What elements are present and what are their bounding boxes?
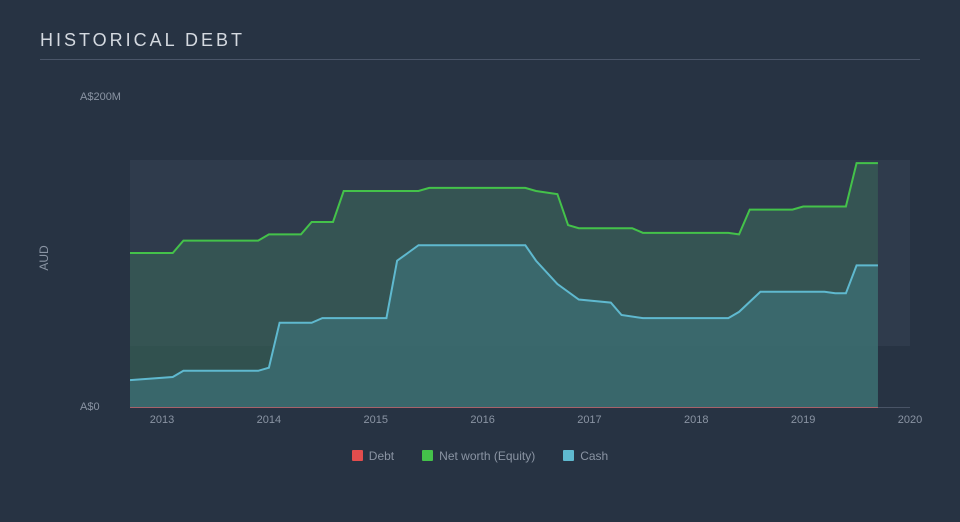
legend-label: Cash: [580, 449, 608, 463]
legend-item[interactable]: Cash: [563, 449, 608, 463]
x-tick-label: 2013: [150, 414, 174, 426]
plot-frame: AUD A$0A$200M 20132014201520162017201820…: [80, 78, 920, 438]
legend-swatch: [563, 450, 574, 461]
historical-debt-chart: HISTORICAL DEBT AUD A$0 A$200M 2013 2014 20…: [0, 0, 960, 522]
chart-title: HISTORICAL DEBT: [40, 30, 920, 51]
plot-svg: [130, 98, 910, 408]
y-tick-label: A$200M: [80, 91, 121, 103]
legend-label: Net worth (Equity): [439, 449, 535, 463]
plot-area: [130, 98, 910, 408]
legend-item[interactable]: Net worth (Equity): [422, 449, 535, 463]
x-tick-label: 2015: [364, 414, 388, 426]
x-tick-label: 2016: [470, 414, 494, 426]
x-tick-label: 2018: [684, 414, 708, 426]
x-ticks: 20132014201520162017201820192020: [130, 414, 910, 430]
legend-swatch: [352, 450, 363, 461]
legend-swatch: [422, 450, 433, 461]
legend: Debt Net worth (Equity) Cash: [40, 448, 920, 466]
title-row: HISTORICAL DEBT: [40, 30, 920, 60]
x-tick-label: 2017: [577, 414, 601, 426]
x-tick-label: 2014: [257, 414, 281, 426]
y-axis-label: AUD: [37, 245, 51, 270]
y-tick-label: A$0: [80, 401, 100, 413]
x-tick-label: 2020: [898, 414, 922, 426]
legend-label: Debt: [369, 449, 394, 463]
x-tick-label: 2019: [791, 414, 815, 426]
legend-item[interactable]: Debt: [352, 449, 394, 463]
